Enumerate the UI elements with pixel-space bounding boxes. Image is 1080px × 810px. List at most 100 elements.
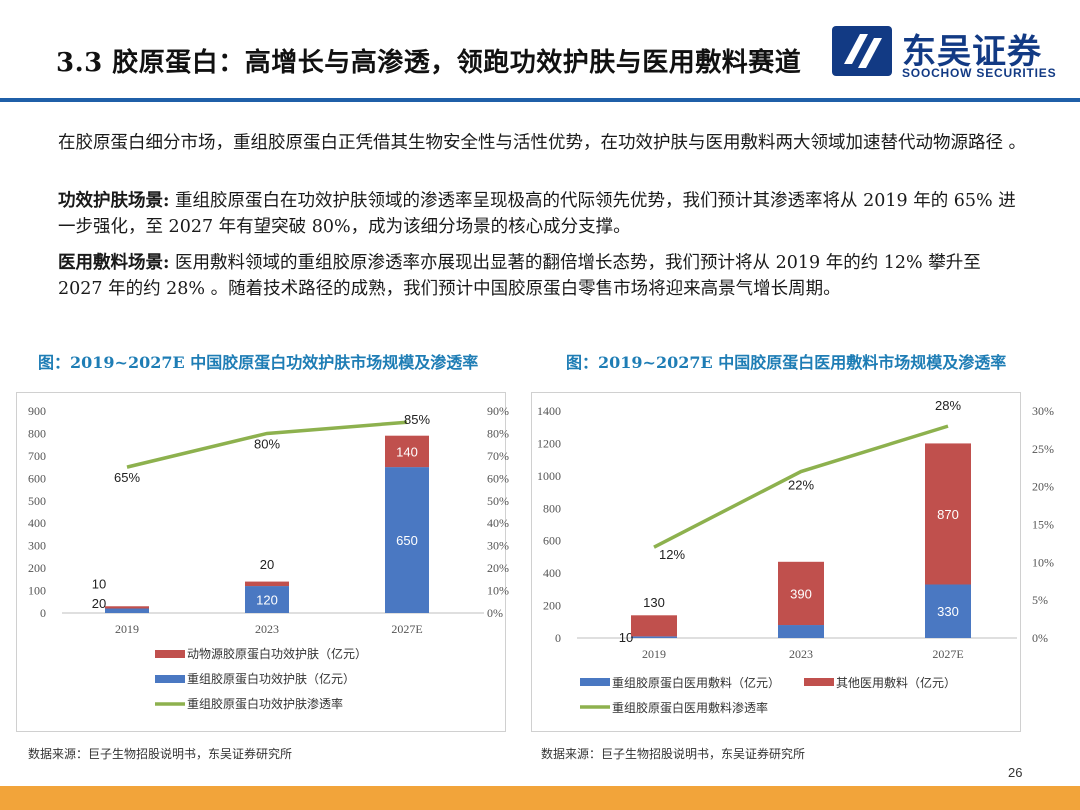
logo-english-name: SOOCHOW SECURITIES xyxy=(902,66,1057,80)
chart-1-container: 0 100 200 300 400 500 600 700 800 900 0% 10% 20% 30% 4… xyxy=(16,392,509,732)
left-axis-tick-label: 600 xyxy=(543,534,561,548)
page-title: 3.3 胶原蛋白：高增长与高渗透，领跑功效护肤与医用敷料赛道 xyxy=(56,48,802,78)
chart-1-source: 数据来源：巨子生物招股说明书，东吴证券研究所 xyxy=(28,747,293,761)
bar-segment xyxy=(245,586,289,613)
line-data-label: 28% xyxy=(935,398,961,413)
bar-segment xyxy=(245,581,289,587)
chart-2-container: 0 200 400 600 800 1000 1200 1400 0% 5% 10% 15% 20% 25… xyxy=(531,392,1054,732)
left-axis-tick-label: 0 xyxy=(555,631,561,645)
bar-data-label: 10 xyxy=(92,576,106,591)
right-axis-tick-label: 0% xyxy=(1032,631,1048,645)
bar-data-label: 650 xyxy=(396,533,418,548)
line-data-label: 80% xyxy=(254,436,280,451)
right-axis-tick-label: 0% xyxy=(487,606,503,620)
bar-segment xyxy=(925,584,971,638)
left-axis-tick-label: 800 xyxy=(28,426,46,440)
bar-segment xyxy=(385,435,429,468)
logo-chinese-name: 东吴证券 xyxy=(902,32,1042,72)
bar-data-label: 20 xyxy=(260,557,274,572)
legend-swatch xyxy=(804,678,834,686)
legend-label: 重组胶原蛋白医用敷料（亿元） xyxy=(612,675,780,690)
dressing-paragraph: 医用敷料场景: 医用敷料领域的重组胶原渗透率亦展现出显著的翻倍增长态势，我们预计… xyxy=(58,250,1028,302)
bar-data-label: 130 xyxy=(643,595,665,610)
penetration-line xyxy=(653,424,949,549)
bar-segment xyxy=(778,561,824,626)
x-axis-category-label: 2027E xyxy=(932,647,963,661)
right-axis-tick-label: 20% xyxy=(1032,480,1054,494)
left-axis-tick-label: 200 xyxy=(543,599,561,613)
legend-swatch xyxy=(155,650,185,658)
left-axis-tick-label: 400 xyxy=(543,566,561,580)
right-axis-tick-label: 70% xyxy=(487,449,509,463)
right-axis-tick-label: 60% xyxy=(487,471,509,485)
header-divider xyxy=(0,98,1080,102)
bar-data-label: 330 xyxy=(937,604,959,619)
right-axis-tick-label: 80% xyxy=(487,426,509,440)
bar-segment xyxy=(631,615,677,637)
left-axis-tick-label: 300 xyxy=(28,539,46,553)
right-axis-tick-label: 5% xyxy=(1032,593,1048,607)
x-axis-category-label: 2019 xyxy=(115,622,139,636)
right-axis-tick-label: 10% xyxy=(1032,555,1054,569)
bar-segment xyxy=(778,625,824,638)
left-axis-tick-label: 800 xyxy=(543,501,561,515)
right-axis-tick-label: 15% xyxy=(1032,518,1054,532)
line-data-label: 65% xyxy=(114,470,140,485)
left-axis-tick-label: 1400 xyxy=(537,404,561,418)
bar-data-label: 120 xyxy=(256,593,278,608)
legend-label: 重组胶原蛋白功效护肤（亿元） xyxy=(187,671,355,686)
left-axis-tick-label: 1200 xyxy=(537,436,561,450)
left-axis-tick-label: 900 xyxy=(28,404,46,418)
bar-data-label: 870 xyxy=(937,507,959,522)
legend-label: 其他医用敷料（亿元） xyxy=(836,675,956,690)
right-axis-tick-label: 40% xyxy=(487,516,509,530)
bar-data-label: 20 xyxy=(92,596,106,611)
bar-data-label: 10 xyxy=(619,630,633,645)
company-logo: 东吴证券 SOOCHOW SECURITIES xyxy=(830,24,1060,84)
soochow-logo-icon xyxy=(832,26,892,76)
legend-label: 动物源胶原蛋白功效护肤（亿元） xyxy=(187,646,367,661)
chart-2-svg: 0 200 400 600 800 1000 1200 1400 0% 5% 10% 15% 20% 25… xyxy=(537,398,1054,715)
line-data-label: 85% xyxy=(404,412,430,427)
legend-label: 重组胶原蛋白功效护肤渗透率 xyxy=(187,696,343,711)
left-axis-tick-label: 700 xyxy=(28,449,46,463)
intro-text: 在胶原蛋白细分市场，重组胶原蛋白正凭借其生物安全性与活性优势，在功效护肤与医用敷… xyxy=(58,133,1027,153)
skincare-lead: 功效护肤场景: xyxy=(58,191,170,211)
left-axis-tick-label: 400 xyxy=(28,516,46,530)
intro-paragraph: 在胶原蛋白细分市场，重组胶原蛋白正凭借其生物安全性与活性优势，在功效护肤与医用敷… xyxy=(58,130,1028,156)
line-data-label: 12% xyxy=(659,547,685,562)
bar-data-label: 140 xyxy=(396,444,418,459)
left-axis-tick-label: 600 xyxy=(28,471,46,485)
left-axis-tick-label: 0 xyxy=(40,606,46,620)
line-data-label: 22% xyxy=(788,478,814,493)
right-axis-tick-label: 20% xyxy=(487,561,509,575)
right-axis-tick-label: 10% xyxy=(487,584,509,598)
x-axis-category-label: 2019 xyxy=(642,647,666,661)
right-axis-tick-label: 25% xyxy=(1032,442,1054,456)
bar-segment xyxy=(105,606,149,609)
x-axis-category-label: 2023 xyxy=(789,647,813,661)
skincare-paragraph: 功效护肤场景: 重组胶原蛋白在功效护肤领域的渗透率呈现极高的代际领先优势，我们预… xyxy=(58,188,1028,240)
x-axis-category-label: 2023 xyxy=(255,622,279,636)
legend-label: 重组胶原蛋白医用敷料渗透率 xyxy=(612,700,768,715)
chart-2-title: 图：2019~2027E 中国胶原蛋白医用敷料市场规模及渗透率 xyxy=(566,353,1007,372)
right-axis-tick-label: 90% xyxy=(487,404,509,418)
legend-swatch xyxy=(580,678,610,686)
footer-bar xyxy=(0,786,1080,810)
right-axis-tick-label: 30% xyxy=(1032,404,1054,418)
penetration-line xyxy=(126,420,408,469)
left-axis-tick-label: 100 xyxy=(28,584,46,598)
left-axis-tick-label: 200 xyxy=(28,561,46,575)
skincare-text: 重组胶原蛋白在功效护肤领域的渗透率呈现极高的代际领先优势，我们预计其渗透率将从 … xyxy=(58,191,1016,237)
chart-2-source: 数据来源：巨子生物招股说明书，东吴证券研究所 xyxy=(541,747,806,761)
left-axis-tick-label: 1000 xyxy=(537,469,561,483)
chart-1-title: 图：2019~2027E 中国胶原蛋白功效护肤市场规模及渗透率 xyxy=(38,353,479,372)
left-axis-tick-label: 500 xyxy=(28,494,46,508)
right-axis-tick-label: 30% xyxy=(487,539,509,553)
bar-segment xyxy=(925,443,971,585)
page-number: 26 xyxy=(1008,765,1023,780)
x-axis-category-label: 2027E xyxy=(391,622,422,636)
dressing-lead: 医用敷料场景: xyxy=(58,253,170,273)
bar-segment xyxy=(385,467,429,613)
right-axis-tick-label: 50% xyxy=(487,494,509,508)
